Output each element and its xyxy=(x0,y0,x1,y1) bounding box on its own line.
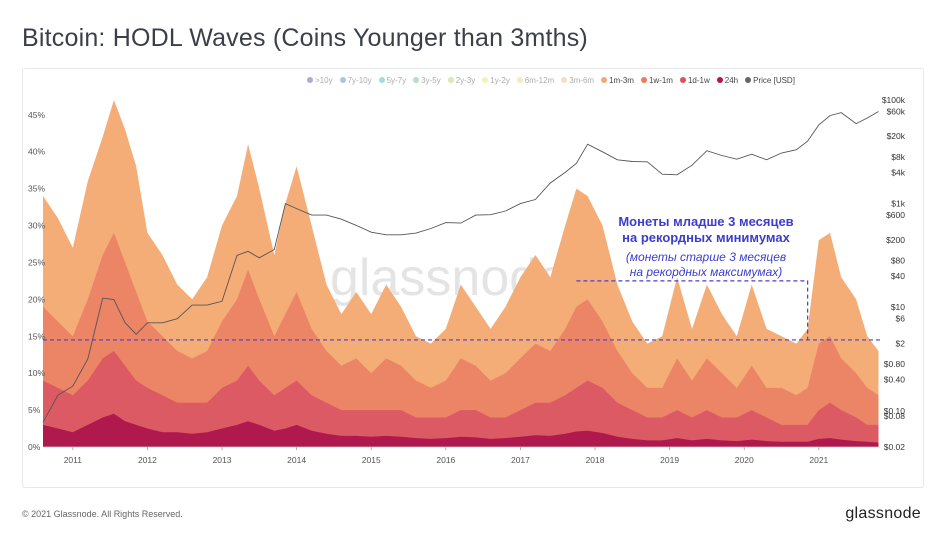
legend-item-9[interactable]: 1w-1m xyxy=(640,76,673,85)
y-tick-label: 0% xyxy=(28,442,41,452)
legend-dot xyxy=(601,76,608,83)
legend-item-12[interactable]: Price [USD] xyxy=(745,76,795,85)
legend-label: 1y-2y xyxy=(490,76,510,85)
legend-item-11[interactable]: 24h xyxy=(716,76,739,85)
x-tick-label: 2013 xyxy=(213,455,232,465)
legend-dot xyxy=(745,76,752,83)
legend-label: 1w-1m xyxy=(648,76,673,85)
copyright: © 2021 Glassnode. All Rights Reserved. xyxy=(22,509,183,519)
legend-dot xyxy=(482,76,489,83)
x-tick-label: 2011 xyxy=(64,455,83,465)
y2-tick-label: $0.80 xyxy=(884,359,906,369)
y2-tick-label: $0.02 xyxy=(884,442,906,452)
y-tick-label: 35% xyxy=(28,184,45,194)
brand-logo: glassnode xyxy=(845,505,921,522)
y-tick-label: 10% xyxy=(28,368,45,378)
legend-dot xyxy=(339,76,346,83)
y2-tick-label: $60k xyxy=(887,106,906,116)
bracket-line xyxy=(576,280,809,340)
x-tick-label: 2018 xyxy=(586,455,605,465)
y-tick-label: 45% xyxy=(28,110,45,120)
legend-dot xyxy=(640,76,647,83)
y2-tick-label: $0.10 xyxy=(884,406,906,416)
annotation-main: Монеты младше 3 месяцев на рекордных мин… xyxy=(596,214,816,246)
x-tick-label: 2015 xyxy=(362,455,381,465)
legend: >10y 7y-10y 5y-7y 3y-5y 2y-3y 1y-2y 6m-12m 3m-6… xyxy=(307,76,907,90)
legend-item-3[interactable]: 3y-5y xyxy=(413,76,441,85)
legend-dot xyxy=(447,76,454,83)
legend-label: >10y xyxy=(315,76,333,85)
y2-tick-label: $1k xyxy=(891,199,905,209)
y-tick-label: 15% xyxy=(28,331,45,341)
x-tick-label: 2017 xyxy=(511,455,530,465)
y2-tick-label: $0.08 xyxy=(884,411,906,421)
legend-dot xyxy=(679,76,686,83)
y2-tick-label: $4k xyxy=(891,167,905,177)
annotation-line-2: на рекордных минимумах xyxy=(622,230,790,245)
legend-dot xyxy=(561,76,568,83)
legend-label: 3y-5y xyxy=(421,76,441,85)
y2-tick-label: $8k xyxy=(891,152,905,162)
legend-label: 6m-12m xyxy=(524,76,555,85)
legend-item-5[interactable]: 1y-2y xyxy=(482,76,510,85)
x-tick-label: 2014 xyxy=(287,455,306,465)
area-series-3 xyxy=(43,413,879,447)
annotation-line-3: (монеты старше 3 месяцев xyxy=(625,250,787,264)
x-tick-label: 2012 xyxy=(138,455,157,465)
y2-tick-label: $200 xyxy=(886,235,905,245)
legend-item-0[interactable]: >10y xyxy=(307,76,333,85)
y2-tick-label: $600 xyxy=(886,210,905,220)
legend-label: 7y-10y xyxy=(347,76,372,85)
y2-tick-label: $0.40 xyxy=(884,375,906,385)
y2-tick-label: $100k xyxy=(882,95,906,105)
price-line xyxy=(42,111,879,423)
y2-tick-label: $6 xyxy=(896,314,906,324)
legend-label: 24h xyxy=(724,76,739,85)
legend-label: 1m-3m xyxy=(609,76,634,85)
annotation-line-4: на рекордных максимумах) xyxy=(629,265,783,279)
y2-tick-label: $40 xyxy=(891,271,905,281)
legend-dot xyxy=(716,76,723,83)
y-tick-label: 40% xyxy=(28,147,45,157)
legend-label: 3m-6m xyxy=(569,76,595,85)
legend-label: 5y-7y xyxy=(386,76,407,85)
x-tick-label: 2021 xyxy=(809,455,828,465)
chart-title: Bitcoin: HODL Waves (Coins Younger than … xyxy=(22,24,588,52)
legend-item-6[interactable]: 6m-12m xyxy=(516,76,555,85)
y2-tick-label: $80 xyxy=(891,255,905,265)
legend-label: 1d-1w xyxy=(687,76,710,85)
legend-dot xyxy=(378,76,385,83)
legend-item-10[interactable]: 1d-1w xyxy=(679,76,710,85)
y-tick-label: 20% xyxy=(28,294,45,304)
y-tick-label: 25% xyxy=(28,257,45,267)
legend-item-2[interactable]: 5y-7y xyxy=(378,76,407,85)
x-tick-label: 2016 xyxy=(436,455,455,465)
annotation-line-1: Монеты младше 3 месяцев xyxy=(618,214,794,229)
annotation-sub: (монеты старше 3 месяцев на рекордных ма… xyxy=(596,250,816,280)
legend-dot xyxy=(516,76,523,83)
legend-item-8[interactable]: 1m-3m xyxy=(601,76,634,85)
legend-item-4[interactable]: 2y-3y xyxy=(447,76,476,85)
y-tick-label: 5% xyxy=(28,405,41,415)
y-tick-label: 30% xyxy=(28,221,45,231)
legend-label: Price [USD] xyxy=(753,76,795,85)
legend-label: 2y-3y xyxy=(455,76,476,85)
y2-tick-label: $10 xyxy=(891,302,905,312)
x-tick-label: 2020 xyxy=(735,455,754,465)
legend-item-7[interactable]: 3m-6m xyxy=(561,76,594,85)
y2-tick-label: $20k xyxy=(887,131,906,141)
legend-dot xyxy=(413,76,420,83)
legend-item-1[interactable]: 7y-10y xyxy=(339,76,372,85)
legend-dot xyxy=(307,76,313,83)
y2-tick-label: $2 xyxy=(896,338,906,348)
x-tick-label: 2019 xyxy=(660,455,679,465)
